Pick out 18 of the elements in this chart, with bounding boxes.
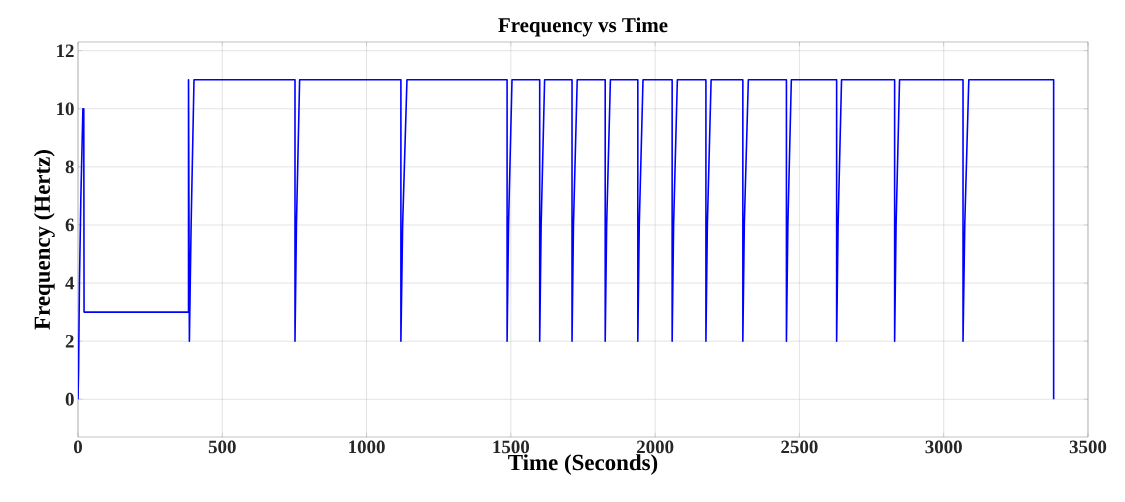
y-tick-label: 4 <box>65 276 75 290</box>
x-tick-label: 1500 <box>493 440 530 454</box>
x-axis-title: Time (Seconds) <box>508 454 658 475</box>
x-tick-label: 1000 <box>349 440 385 454</box>
x-tick-label: 3500 <box>1069 440 1107 454</box>
y-axis-title: Frequency (Hertz) <box>33 150 55 330</box>
x-tick-label: 2500 <box>781 440 818 454</box>
y-tick-label: 0 <box>65 392 74 406</box>
line-series <box>78 78 1055 401</box>
y-tick-label: 2 <box>65 334 74 348</box>
x-tick-label: 2000 <box>637 440 674 454</box>
y-tick-label: 10 <box>57 102 74 116</box>
chart-title: Frequency vs Time <box>498 17 668 37</box>
y-tick-label: 6 <box>65 218 74 232</box>
y-tick-label: 8 <box>65 160 74 174</box>
y-tick-label: 12 <box>57 44 74 57</box>
x-tick-label: 3000 <box>925 440 962 454</box>
x-tick-label: 500 <box>208 440 236 454</box>
